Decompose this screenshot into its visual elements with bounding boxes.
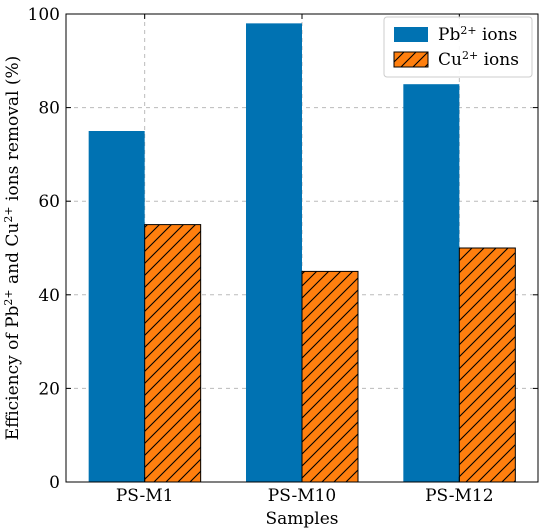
bar-pb-ps-m12 xyxy=(403,84,460,482)
x-axis-title: Samples xyxy=(265,509,338,529)
bar-pb-ps-m1 xyxy=(88,131,145,482)
y-axis-title: Efficiency of Pb2+ and Cu2+ ions removal… xyxy=(2,56,23,441)
bar-cu-ps-m10 xyxy=(301,270,359,483)
y-tick-label: 20 xyxy=(38,379,60,399)
x-tick-label: PS-M10 xyxy=(268,486,337,506)
y-tick-label: 60 xyxy=(38,192,60,212)
axis-ticks: 0 20 40 60 80 100 PS-M1 PS-M10 PS-M12 xyxy=(28,5,538,506)
y-tick-label: 80 xyxy=(38,99,60,119)
x-tick-label: PS-M1 xyxy=(116,486,174,506)
bars xyxy=(88,23,516,483)
legend-swatch-pb xyxy=(394,27,428,42)
bar-pb-ps-m10 xyxy=(246,23,302,483)
legend-swatch-cu xyxy=(393,51,429,68)
legend-label-cu: Cu2+ ions xyxy=(438,49,519,70)
bar-cu-ps-m1 xyxy=(144,224,202,483)
y-tick-label: 40 xyxy=(38,286,60,306)
bar-cu-ps-m12 xyxy=(458,247,516,483)
legend: Pb2+ ions Cu2+ ions xyxy=(383,16,533,78)
legend-label-pb: Pb2+ ions xyxy=(438,24,517,45)
y-tick-label: 100 xyxy=(28,5,60,25)
y-tick-label: 0 xyxy=(49,473,60,493)
x-tick-label: PS-M12 xyxy=(425,486,494,506)
